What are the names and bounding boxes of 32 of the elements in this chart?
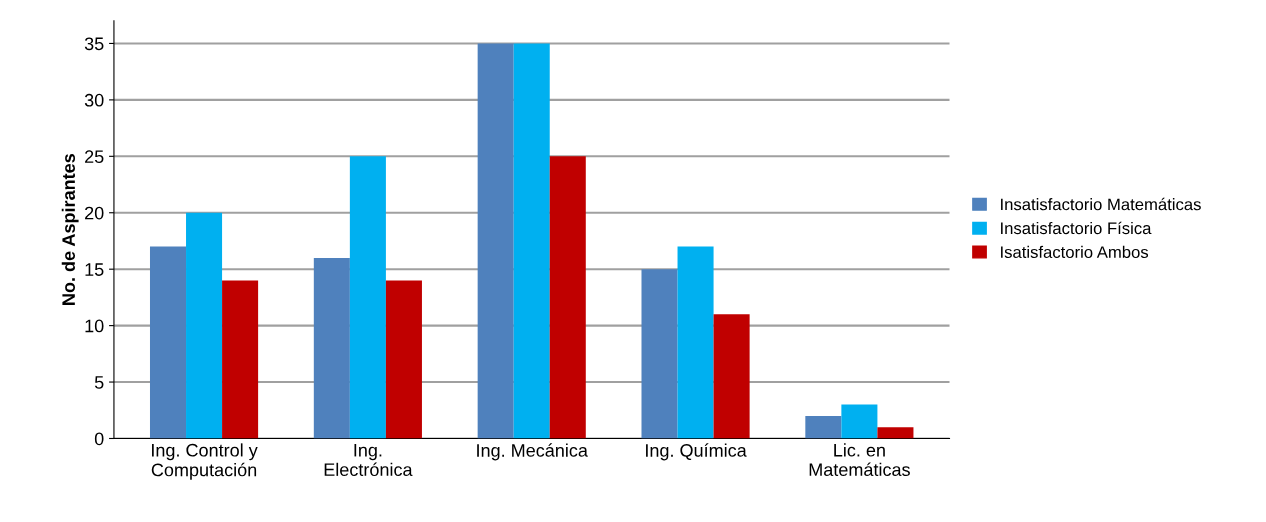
bar	[477, 43, 514, 439]
x-tick-label: Ing. Control y Computación	[151, 443, 258, 480]
x-tick-label: Ing. Electrónica	[324, 444, 413, 477]
y-tick-label: 20	[85, 206, 104, 220]
y-tick-label: 30	[84, 93, 104, 107]
y-tick-label: 35	[84, 37, 104, 51]
y-tick-label: 25	[85, 150, 104, 164]
bar	[313, 257, 350, 439]
bar	[641, 269, 678, 439]
bar	[549, 156, 586, 439]
bar	[513, 43, 550, 439]
y-tick-label: 15	[85, 263, 104, 276]
bar	[186, 212, 223, 439]
bar	[222, 280, 259, 439]
bar	[713, 314, 750, 439]
y-axis-title: No. de Aspirantes	[61, 154, 79, 305]
bar	[841, 404, 878, 439]
x-tick-label: Ing. Química	[646, 443, 747, 461]
bar	[805, 415, 842, 439]
bar	[677, 246, 714, 439]
y-tick-label: 0	[94, 432, 104, 446]
bar	[149, 246, 187, 439]
y-tick-label: 5	[94, 376, 104, 389]
legend-label: Insatisfactorio Física	[1001, 221, 1152, 235]
bar	[349, 156, 386, 439]
x-tick-label: Ing. Mecánica	[477, 443, 588, 461]
x-tick-label: Lic. en Matemáticas	[809, 443, 910, 477]
y-tick-label: 10	[85, 319, 104, 333]
legend-label: Isatisfactorio Ambos	[1001, 245, 1149, 259]
bar	[385, 280, 422, 439]
bar	[877, 427, 914, 439]
legend-label: Insatisfactorio Matemáticas	[1001, 197, 1201, 211]
